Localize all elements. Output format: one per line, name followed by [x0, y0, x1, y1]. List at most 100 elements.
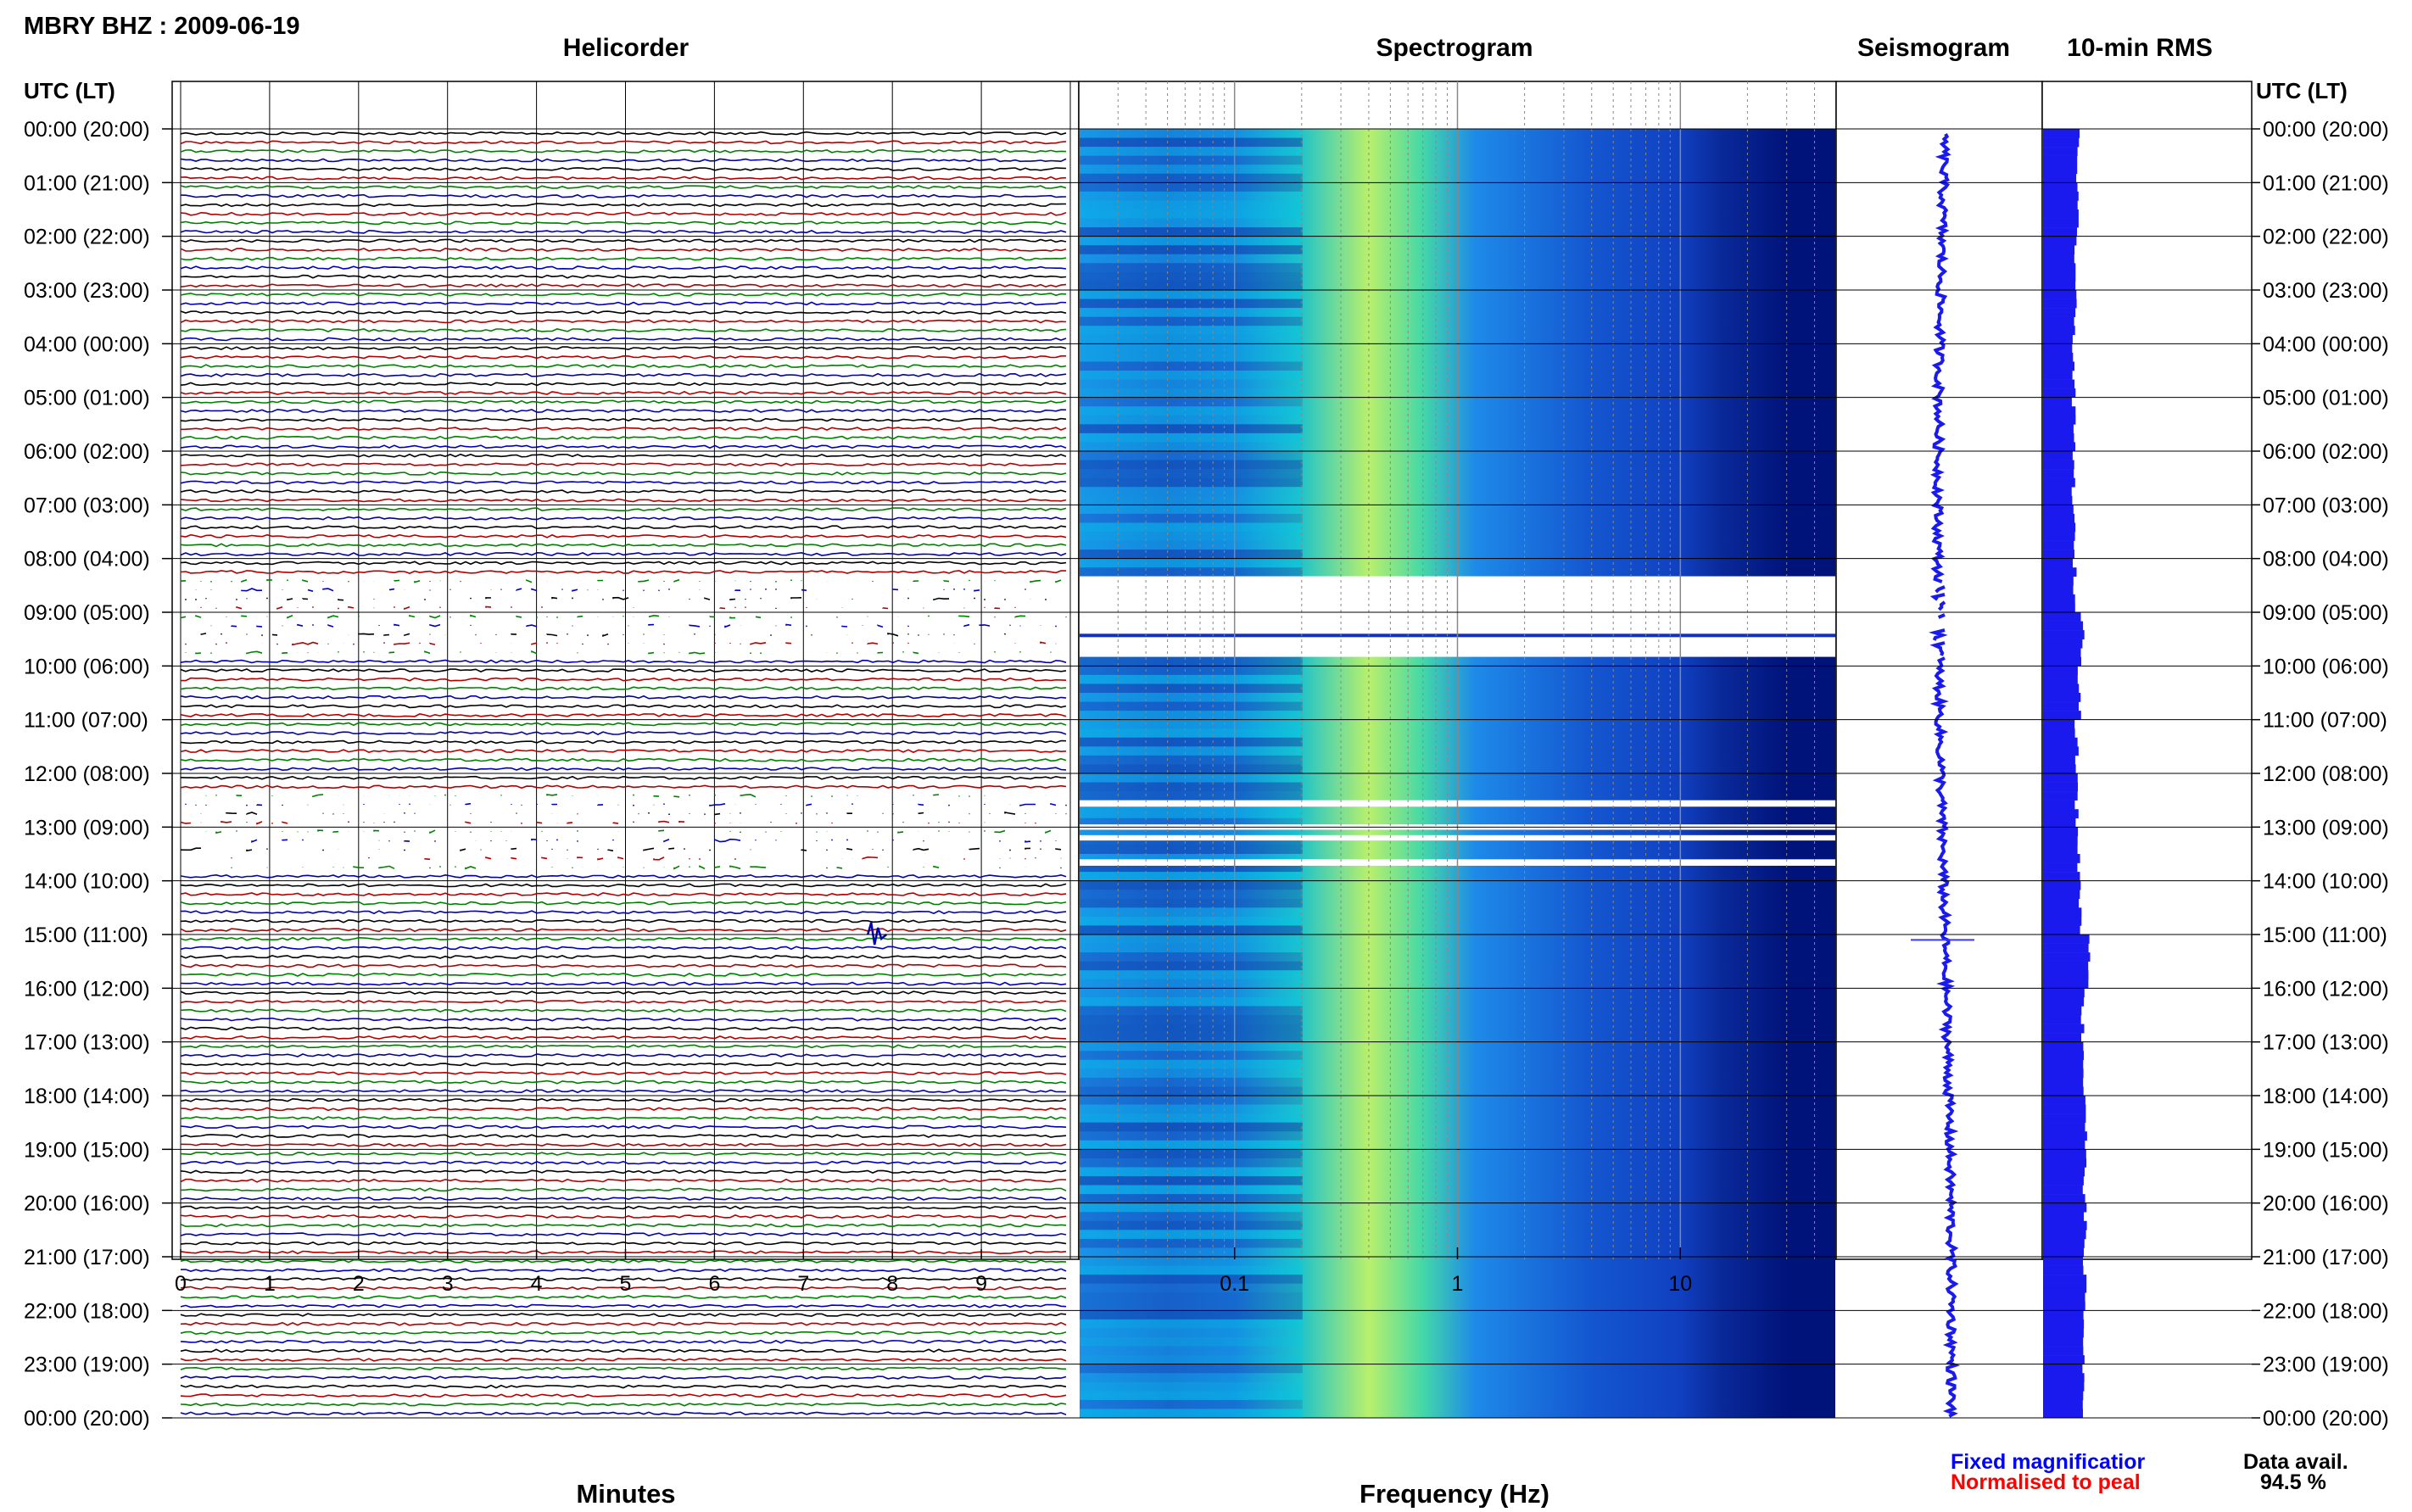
helicorder-trace — [180, 757, 1067, 762]
time-tick-right: 17:00 (13:00) — [2263, 1031, 2389, 1055]
helicorder-trace — [180, 328, 1067, 332]
spectrogram-row — [1080, 550, 1303, 559]
rms-bar — [2043, 585, 2074, 595]
helicorder-trace — [180, 695, 1067, 700]
helicorder-trace — [180, 659, 1067, 664]
time-tick-right: 00:00 (20:00) — [2263, 1407, 2389, 1431]
spectrogram-row — [1080, 1041, 1303, 1052]
time-tick-right: 20:00 (16:00) — [2263, 1192, 2389, 1216]
rms-bar — [2043, 316, 2074, 326]
spectrogram-row — [1080, 326, 1303, 335]
rms-bar — [2043, 1167, 2085, 1177]
rms-bar — [2043, 791, 2078, 801]
spectrogram-row — [1080, 1212, 1303, 1221]
spectrogram-row — [1080, 388, 1303, 398]
helicorder-trace — [180, 167, 1067, 171]
rms-bar — [2043, 898, 2080, 908]
rms-bar — [2043, 773, 2078, 783]
spectrogram-row — [1080, 1247, 1303, 1257]
helicorder-trace — [180, 516, 1067, 521]
rms-bar — [2043, 872, 2080, 881]
spectrogram-row — [1080, 943, 1303, 953]
rms-bar — [2043, 236, 2077, 246]
helicorder-trace — [180, 256, 1067, 261]
spectrogram-row — [1080, 343, 1303, 353]
helicorder-trace — [180, 435, 1067, 440]
rms-bar — [2043, 639, 2083, 649]
rms-bar — [2043, 1077, 2084, 1087]
spectrogram-row — [1080, 1051, 1303, 1060]
helicorder-trace — [180, 1357, 1067, 1362]
helicorder-trace — [180, 337, 1067, 342]
rms-bar — [2043, 1381, 2085, 1392]
rms-bar — [2043, 1194, 2085, 1203]
time-tick-left: 07:00 (03:00) — [24, 494, 150, 517]
time-axis-left: 00:00 (20:00) 01:00 (21:00) 02:00 (22:00) 0… — [24, 118, 172, 1431]
spectrogram-row — [1080, 809, 1303, 818]
spectrogram-row — [1080, 1275, 1303, 1284]
spectrogram-row — [1080, 1220, 1303, 1230]
spectrogram-row — [1080, 890, 1303, 899]
spectrogram-row — [1080, 451, 1303, 460]
time-tick-left: 14:00 (10:00) — [24, 870, 150, 894]
time-tick-right: 11:00 (07:00) — [2263, 709, 2387, 733]
rms-bar — [2043, 1301, 2085, 1311]
spectrogram-row — [1080, 540, 1303, 550]
time-tick-right: 05:00 (01:00) — [2263, 387, 2389, 410]
helicorder-trace — [180, 140, 1067, 145]
spectrogram-row — [1080, 415, 1303, 425]
rms-bar — [2043, 379, 2075, 389]
rms-bar — [2043, 719, 2075, 729]
rms-bar — [2043, 442, 2075, 452]
rms-bar — [2043, 943, 2089, 953]
rms-bar — [2043, 165, 2078, 175]
helicorder-trace — [180, 1035, 1067, 1040]
time-tick-left: 15:00 (11:00) — [24, 923, 148, 947]
rms-bar — [2043, 862, 2078, 873]
spectrogram-row — [1080, 1131, 1303, 1141]
rms-bar — [2043, 173, 2077, 183]
helicorder-trace — [180, 158, 1067, 163]
rms-bar — [2043, 415, 2076, 425]
spectrogram-row — [1080, 988, 1303, 997]
spectrogram-row — [1080, 880, 1303, 890]
helicorder-trace — [180, 480, 1067, 485]
helicorder-trace — [180, 873, 1067, 879]
spectrogram-row — [1080, 165, 1303, 174]
rms-bar — [2043, 1158, 2087, 1168]
spectrogram-xtick-label: 1 — [1452, 1272, 1464, 1296]
rms-bar — [2043, 388, 2076, 398]
rms-bar — [2043, 1257, 2083, 1266]
helicorder-trace — [180, 749, 1067, 754]
spectrogram-row — [1080, 1230, 1303, 1239]
helicorder-trace — [180, 999, 1067, 1004]
spectrogram-row — [1080, 1167, 1303, 1176]
rms-bar — [2043, 1041, 2084, 1052]
helicorder-trace — [180, 739, 1067, 745]
helicorder-trace — [180, 1134, 1067, 1138]
spectrogram-row — [1080, 200, 1303, 209]
spectrogram-row — [1080, 1337, 1303, 1347]
rms-bar — [2043, 1238, 2085, 1248]
time-tick-left: 17:00 (13:00) — [24, 1031, 150, 1055]
spectrogram-row — [1080, 782, 1303, 792]
spectrogram-row — [1080, 298, 1303, 309]
helicorder-trace — [180, 525, 1067, 530]
rms-bar — [2043, 218, 2079, 228]
spectrogram-row — [1080, 872, 1303, 881]
helicorder-trace — [180, 551, 1067, 556]
helicorder-trace — [180, 409, 1067, 413]
spectrogram-row — [1080, 495, 1303, 505]
time-tick-left: 09:00 (05:00) — [24, 601, 150, 625]
rms-bar — [2043, 916, 2082, 926]
helicorder-trace — [180, 990, 1067, 996]
rms-bar — [2043, 979, 2089, 989]
spectrogram-row — [1080, 835, 1303, 845]
spectrogram-row — [1080, 728, 1303, 738]
seismogram-title: Seismogram — [1857, 34, 2010, 62]
rms-bar — [2043, 1391, 2084, 1401]
time-tick-right: 06:00 (02:00) — [2263, 440, 2389, 464]
time-tick-left: 00:00 (20:00) — [24, 1407, 150, 1431]
helicorder-event — [867, 922, 888, 946]
